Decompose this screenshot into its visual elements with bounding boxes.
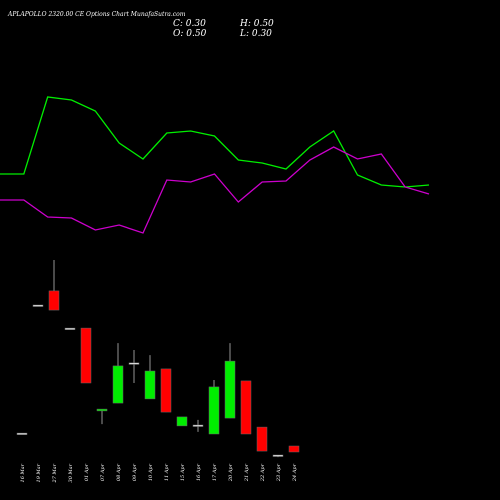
x-tick-label: 11 Apr (164, 463, 170, 481)
x-tick-label: 17 Apr (212, 463, 218, 481)
x-tick-label: 24 Apr (292, 463, 298, 482)
x-tick-label: 21 Apr (244, 463, 250, 482)
candle-body (224, 360, 236, 419)
line (0, 96, 430, 188)
x-tick-label: 22 Apr (260, 463, 266, 482)
x-tick-label: 07 Apr (100, 463, 106, 481)
x-tick-label: 10 Apr (148, 463, 154, 481)
x-tick-label: 30 Mar (68, 463, 74, 482)
stat: L: 0.30 (239, 29, 272, 39)
candle-body (64, 327, 76, 330)
x-tick-label: 16 Apr (196, 463, 202, 481)
line (0, 146, 430, 234)
stat: C: 0.30 (173, 19, 206, 29)
stat: H: 0.50 (239, 19, 274, 29)
candle-body (112, 365, 124, 404)
candle-body (144, 370, 156, 400)
chart-title: APLAPOLLO 2320.00 CE Options Chart Munaf… (7, 11, 186, 18)
candle-body (256, 426, 268, 452)
candle-body (32, 304, 44, 307)
candle-body (80, 327, 92, 384)
candle-body (272, 454, 284, 457)
x-tick-label: 16 Mar (20, 463, 26, 482)
candle-body (96, 408, 108, 412)
stat: O: 0.50 (173, 29, 207, 39)
candle-body (288, 445, 300, 453)
x-tick-label: 01 Apr (84, 463, 90, 481)
candle-body (16, 432, 28, 435)
candle-body (176, 416, 188, 427)
candle-body (48, 290, 60, 311)
x-tick-label: 23 Apr (276, 463, 282, 482)
x-tick-label: 15 Apr (180, 463, 186, 481)
candle-body (160, 368, 172, 413)
x-tick-label: 20 Apr (228, 463, 234, 482)
candle-body (192, 424, 204, 427)
candle-body (240, 380, 252, 435)
x-tick-label: 27 Mar (52, 463, 58, 483)
candle-body (128, 362, 140, 365)
x-tick-label: 08 Apr (116, 463, 122, 481)
x-tick-label: 19 Mar (36, 463, 42, 482)
candle-body (208, 386, 220, 435)
x-tick-label: 09 Apr (132, 463, 138, 481)
